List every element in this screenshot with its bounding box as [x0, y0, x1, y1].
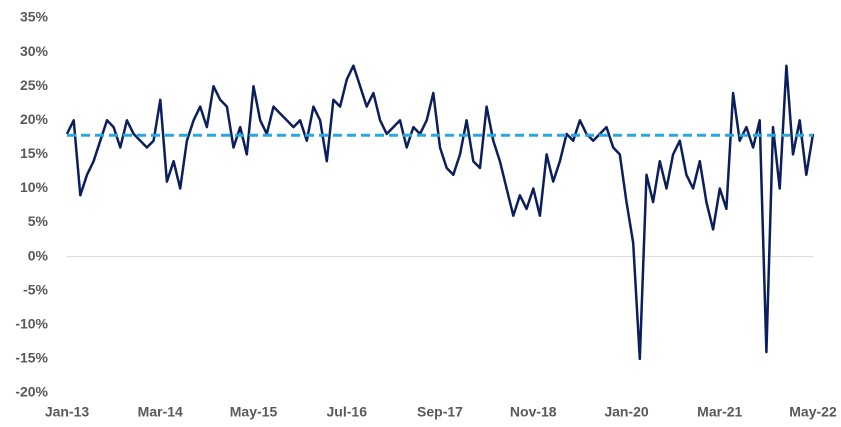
y-tick-label: -20%	[15, 384, 48, 400]
x-tick-label: Mar-14	[138, 404, 183, 420]
y-tick-label: -15%	[15, 350, 48, 366]
y-tick-label: -5%	[23, 281, 48, 297]
y-tick-label: 15%	[20, 145, 49, 161]
y-tick-label: -10%	[15, 316, 48, 332]
x-tick-label: May-15	[230, 404, 278, 420]
x-tick-label: May-22	[789, 404, 837, 420]
x-tick-label: Jan-13	[45, 404, 90, 420]
x-tick-label: Mar-21	[697, 404, 742, 420]
y-tick-label: 20%	[20, 111, 49, 127]
x-tick-label: Sep-17	[417, 404, 463, 420]
x-tick-label: Jan-20	[604, 404, 649, 420]
y-tick-label: 10%	[20, 179, 49, 195]
x-tick-label: Nov-18	[510, 404, 557, 420]
x-tick-label: Jul-16	[327, 404, 368, 420]
y-tick-label: 35%	[20, 9, 49, 25]
y-tick-label: 5%	[28, 213, 49, 229]
y-tick-label: 25%	[20, 77, 49, 93]
line-series	[65, 64, 815, 361]
y-tick-label: 0%	[28, 247, 49, 263]
y-tick-label: 30%	[20, 43, 49, 59]
